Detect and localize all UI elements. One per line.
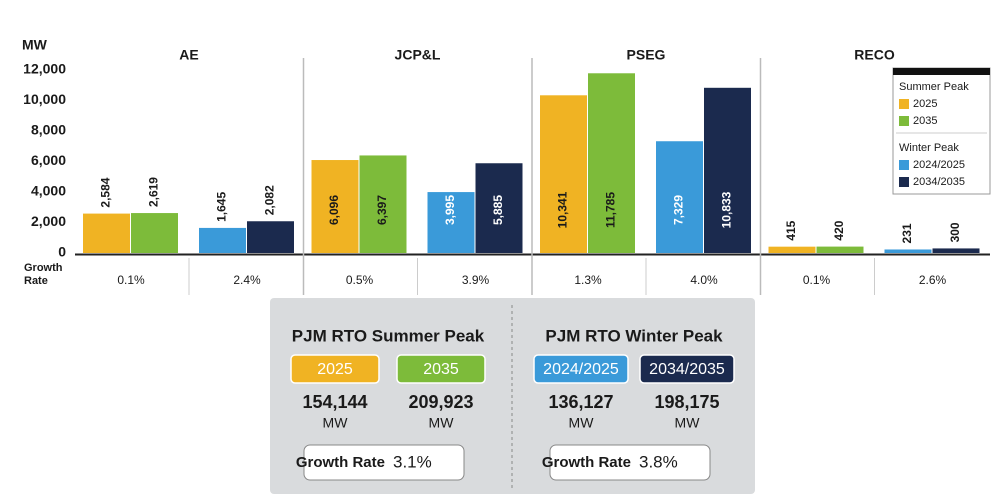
growth-rate: 4.0% bbox=[690, 273, 718, 287]
bar bbox=[131, 213, 178, 253]
growth-rate: 0.5% bbox=[346, 273, 374, 287]
panel-title: RECO bbox=[854, 47, 895, 63]
summary-growth: 3.8% bbox=[639, 452, 678, 471]
summary-unit: MW bbox=[429, 415, 455, 431]
value-label: 1,645 bbox=[215, 192, 229, 222]
y-tick-label: 0 bbox=[58, 244, 66, 260]
value-label: 11,785 bbox=[604, 192, 618, 228]
bar bbox=[247, 221, 294, 253]
value-label: 2,082 bbox=[263, 185, 277, 215]
summary-value: 154,144 bbox=[302, 392, 367, 412]
bar bbox=[588, 73, 635, 253]
bar bbox=[427, 192, 475, 253]
y-tick-label: 10,000 bbox=[23, 91, 66, 107]
summary-growth-label: Growth Rate bbox=[296, 454, 385, 471]
summary-chip-label: 2034/2035 bbox=[649, 361, 725, 378]
summary-chip bbox=[533, 354, 629, 384]
summary-chip-label: 2035 bbox=[423, 361, 459, 378]
summary-growth: 3.1% bbox=[393, 452, 432, 471]
y-tick-label: 12,000 bbox=[23, 61, 66, 77]
summary-growth-label: Growth Rate bbox=[542, 454, 631, 471]
y-axis-label: MW bbox=[22, 37, 48, 53]
growth-row-label: Growth Rate bbox=[24, 262, 63, 287]
bar bbox=[359, 155, 407, 253]
bar bbox=[884, 249, 932, 253]
summary-title: PJM RTO Summer Peak bbox=[292, 326, 485, 345]
value-label: 2,584 bbox=[99, 177, 113, 207]
summary-value: 136,127 bbox=[548, 392, 613, 412]
value-label: 10,833 bbox=[720, 191, 734, 228]
legend-group-title: Summer Peak bbox=[899, 81, 969, 93]
growth-rate: 1.3% bbox=[574, 273, 602, 287]
bar bbox=[816, 246, 864, 253]
panel-title: JCP&L bbox=[395, 47, 441, 63]
growth-rate: 2.6% bbox=[919, 273, 947, 287]
value-label: 300 bbox=[948, 222, 962, 242]
value-label: 7,329 bbox=[672, 195, 686, 225]
value-label: 3,995 bbox=[443, 195, 457, 225]
growth-rate: 0.1% bbox=[117, 273, 145, 287]
value-label: 10,341 bbox=[556, 191, 570, 228]
summary-title: PJM RTO Winter Peak bbox=[545, 326, 723, 345]
summary-unit: MW bbox=[323, 415, 349, 431]
summary-chip-label: 2024/2025 bbox=[543, 361, 619, 378]
legend-group-title: Winter Peak bbox=[899, 142, 959, 154]
bar bbox=[656, 141, 703, 253]
legend-swatch bbox=[899, 116, 909, 126]
value-label: 2,619 bbox=[147, 177, 161, 207]
growth-rate: 0.1% bbox=[803, 273, 831, 287]
value-label: 6,397 bbox=[375, 195, 389, 225]
y-tick-label: 2,000 bbox=[31, 213, 66, 229]
legend-label: 2025 bbox=[913, 98, 937, 110]
bar bbox=[704, 87, 751, 253]
summary-chip bbox=[396, 354, 486, 384]
summary-chip-label: 2025 bbox=[317, 361, 353, 378]
legend-label: 2024/2025 bbox=[913, 159, 965, 171]
value-label: 5,885 bbox=[491, 195, 505, 225]
summary-unit: MW bbox=[569, 415, 595, 431]
y-tick-label: 4,000 bbox=[31, 183, 66, 199]
value-label: 415 bbox=[784, 220, 798, 240]
y-tick-label: 8,000 bbox=[31, 122, 66, 138]
bar bbox=[199, 227, 246, 253]
bar bbox=[768, 246, 816, 253]
growth-rate: 2.4% bbox=[233, 273, 261, 287]
growth-box bbox=[549, 444, 711, 481]
bar bbox=[311, 160, 359, 253]
bar bbox=[83, 213, 130, 253]
summary-chip bbox=[639, 354, 735, 384]
panel-title: AE bbox=[179, 47, 198, 63]
legend-swatch bbox=[899, 160, 909, 170]
growth-rate: 3.9% bbox=[462, 273, 490, 287]
legend-box bbox=[892, 67, 991, 195]
summary-value: 209,923 bbox=[408, 392, 473, 412]
bar bbox=[540, 95, 587, 254]
legend-swatch bbox=[899, 99, 909, 109]
value-label: 420 bbox=[832, 220, 846, 240]
bar bbox=[475, 163, 523, 253]
value-label: 231 bbox=[900, 223, 914, 243]
value-label: 6,096 bbox=[327, 195, 341, 225]
summary-chip bbox=[290, 354, 380, 384]
legend-label: 2034/2035 bbox=[913, 176, 965, 188]
summary-unit: MW bbox=[675, 415, 701, 431]
summary-value: 198,175 bbox=[654, 392, 719, 412]
legend-swatch bbox=[899, 177, 909, 187]
legend-header bbox=[893, 68, 990, 75]
legend-label: 2035 bbox=[913, 115, 937, 127]
bar bbox=[932, 248, 980, 253]
y-tick-label: 6,000 bbox=[31, 152, 66, 168]
panel-title: PSEG bbox=[627, 47, 666, 63]
growth-box bbox=[303, 444, 465, 481]
